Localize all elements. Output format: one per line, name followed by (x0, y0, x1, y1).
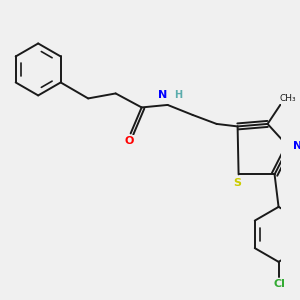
Text: S: S (234, 178, 242, 188)
Text: Cl: Cl (274, 279, 286, 289)
Text: O: O (124, 136, 134, 146)
Text: N: N (158, 90, 167, 100)
Text: CH₃: CH₃ (279, 94, 296, 103)
Text: N: N (293, 141, 300, 151)
Text: H: H (174, 90, 182, 100)
